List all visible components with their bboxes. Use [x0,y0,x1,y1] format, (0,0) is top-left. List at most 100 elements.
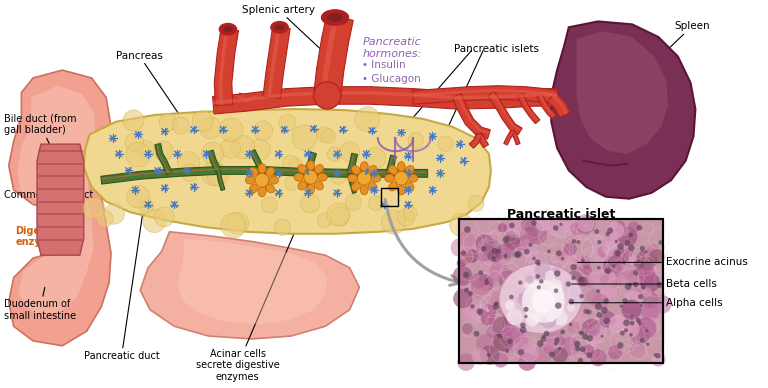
Circle shape [478,308,486,317]
Circle shape [581,319,601,338]
Circle shape [516,307,526,317]
Circle shape [502,318,517,332]
Circle shape [658,240,663,245]
Polygon shape [267,27,280,97]
Circle shape [520,286,540,305]
Text: Acinar cells
secrete digestive
enzymes: Acinar cells secrete digestive enzymes [196,195,311,382]
Circle shape [568,299,574,305]
Circle shape [369,196,382,211]
Circle shape [157,169,159,172]
Text: Exocrine acinus: Exocrine acinus [578,257,748,267]
Circle shape [220,139,240,158]
Circle shape [534,345,552,363]
Circle shape [531,314,541,324]
Circle shape [544,292,560,308]
Circle shape [181,164,198,181]
Circle shape [523,301,538,316]
Text: Beta cells: Beta cells [571,279,717,289]
Circle shape [553,225,558,231]
Circle shape [641,285,646,289]
Circle shape [610,222,617,230]
Polygon shape [207,150,220,172]
Circle shape [622,317,637,332]
Circle shape [591,242,612,263]
Circle shape [514,252,520,258]
Circle shape [600,286,617,303]
Polygon shape [304,172,313,192]
Circle shape [588,324,607,344]
Circle shape [137,133,140,136]
Circle shape [484,259,502,278]
Circle shape [576,240,580,244]
Circle shape [327,147,342,161]
Circle shape [163,187,166,189]
Circle shape [589,270,609,289]
Circle shape [498,270,519,290]
Circle shape [451,238,469,257]
Circle shape [504,223,515,234]
Polygon shape [209,151,218,171]
Ellipse shape [298,181,307,190]
Text: Duodenum of
small intestine: Duodenum of small intestine [4,288,76,320]
Circle shape [554,338,560,343]
Circle shape [406,189,409,191]
Circle shape [486,326,498,338]
Circle shape [654,353,657,357]
Circle shape [542,299,553,310]
Text: Pancreatic
hormones:: Pancreatic hormones: [362,37,422,59]
Circle shape [465,249,478,263]
Circle shape [127,185,150,208]
Polygon shape [511,130,520,145]
Circle shape [640,338,645,343]
Circle shape [569,322,572,326]
Circle shape [163,130,166,133]
Circle shape [596,312,602,317]
Ellipse shape [408,174,418,182]
Circle shape [549,352,555,357]
Circle shape [118,152,121,155]
Polygon shape [348,154,354,173]
Circle shape [549,303,564,319]
Circle shape [640,272,660,293]
Circle shape [598,246,609,258]
Circle shape [507,338,513,344]
Circle shape [567,303,575,312]
Circle shape [636,318,641,323]
Circle shape [534,294,544,305]
Ellipse shape [223,26,233,32]
Circle shape [593,233,604,245]
Circle shape [253,128,257,131]
Circle shape [589,349,607,366]
Circle shape [578,331,583,334]
Circle shape [628,232,634,237]
Circle shape [207,164,228,186]
Circle shape [628,245,634,251]
Text: • Glucagon: • Glucagon [362,74,421,84]
Circle shape [607,250,624,267]
Circle shape [604,317,610,324]
Circle shape [172,117,189,134]
Circle shape [535,262,551,279]
Circle shape [546,298,554,307]
Circle shape [285,176,299,191]
Ellipse shape [258,187,266,197]
Circle shape [522,280,565,323]
Polygon shape [387,156,393,173]
Circle shape [406,172,409,175]
Circle shape [126,142,151,167]
Circle shape [626,269,642,286]
Ellipse shape [315,181,323,190]
Circle shape [629,288,644,303]
Ellipse shape [317,173,327,181]
Circle shape [584,341,597,353]
Circle shape [564,219,581,235]
Circle shape [493,330,515,352]
Circle shape [477,308,483,315]
Circle shape [624,283,631,290]
Circle shape [532,290,548,306]
Circle shape [620,305,623,308]
Circle shape [453,266,472,286]
Circle shape [554,342,558,346]
Circle shape [571,264,577,270]
Circle shape [617,253,637,272]
